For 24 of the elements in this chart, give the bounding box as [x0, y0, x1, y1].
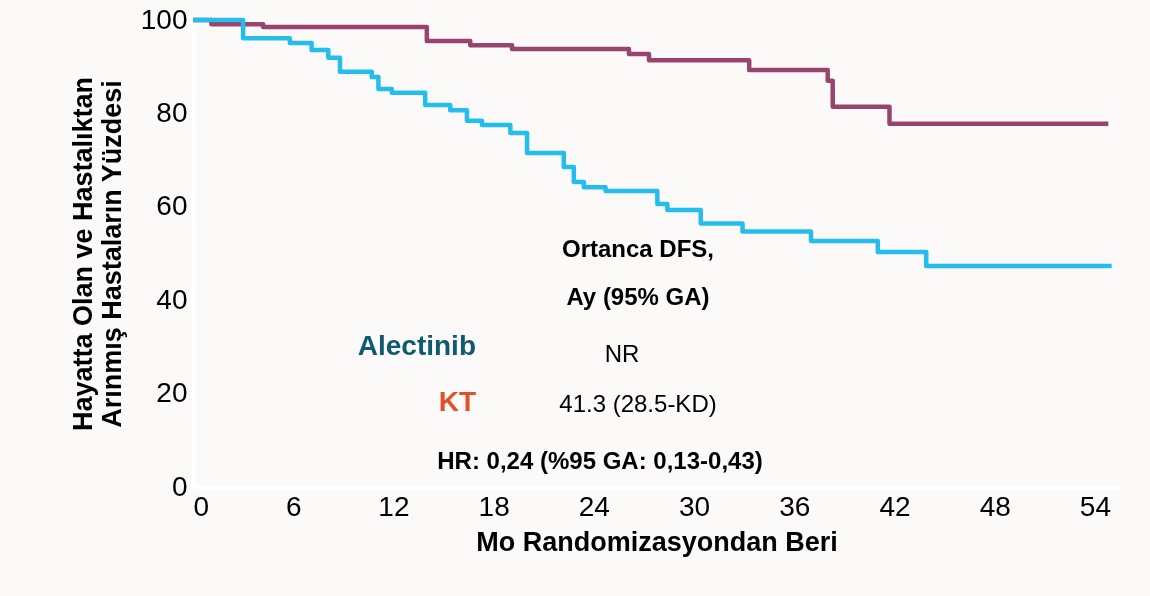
x-tick-label: 30 [679, 490, 711, 522]
annotation: KT [438, 386, 476, 417]
y-axis-title: Hayatta Olan ve Hastalıktan Arınmış Hastaların Yüzdesi [67, 76, 127, 432]
y-tick-label: 80 [156, 96, 188, 128]
y-tick-label: 40 [156, 283, 188, 315]
annotation: HR: 0,24 (%95 GA: 0,13-0,43) [437, 447, 763, 474]
y-tick-label: 0 [171, 470, 188, 502]
y-tick-label: 100 [140, 3, 188, 35]
annotation: Alectinib [357, 330, 476, 361]
x-tick-label: 36 [779, 490, 811, 522]
annotation: 41.3 (28.5-KD) [559, 390, 717, 417]
x-axis-title: Mo Randomizasyondan Beri [476, 526, 838, 557]
x-tick-label: 18 [478, 490, 510, 522]
x-tick-label: 48 [979, 490, 1011, 522]
x-tick-label: 12 [378, 490, 410, 522]
annotation: Ortanca DFS, Ay (95% GA) [561, 235, 715, 310]
y-tick-label: 20 [156, 377, 188, 409]
x-tick-label: 6 [285, 490, 302, 522]
x-tick-label: 0 [193, 490, 210, 522]
x-tick-label: 54 [1079, 490, 1112, 522]
annotation: NR [604, 340, 640, 367]
x-tick-label: 42 [879, 490, 911, 522]
x-tick-label: 24 [578, 490, 610, 522]
y-tick-label: 60 [156, 190, 188, 222]
